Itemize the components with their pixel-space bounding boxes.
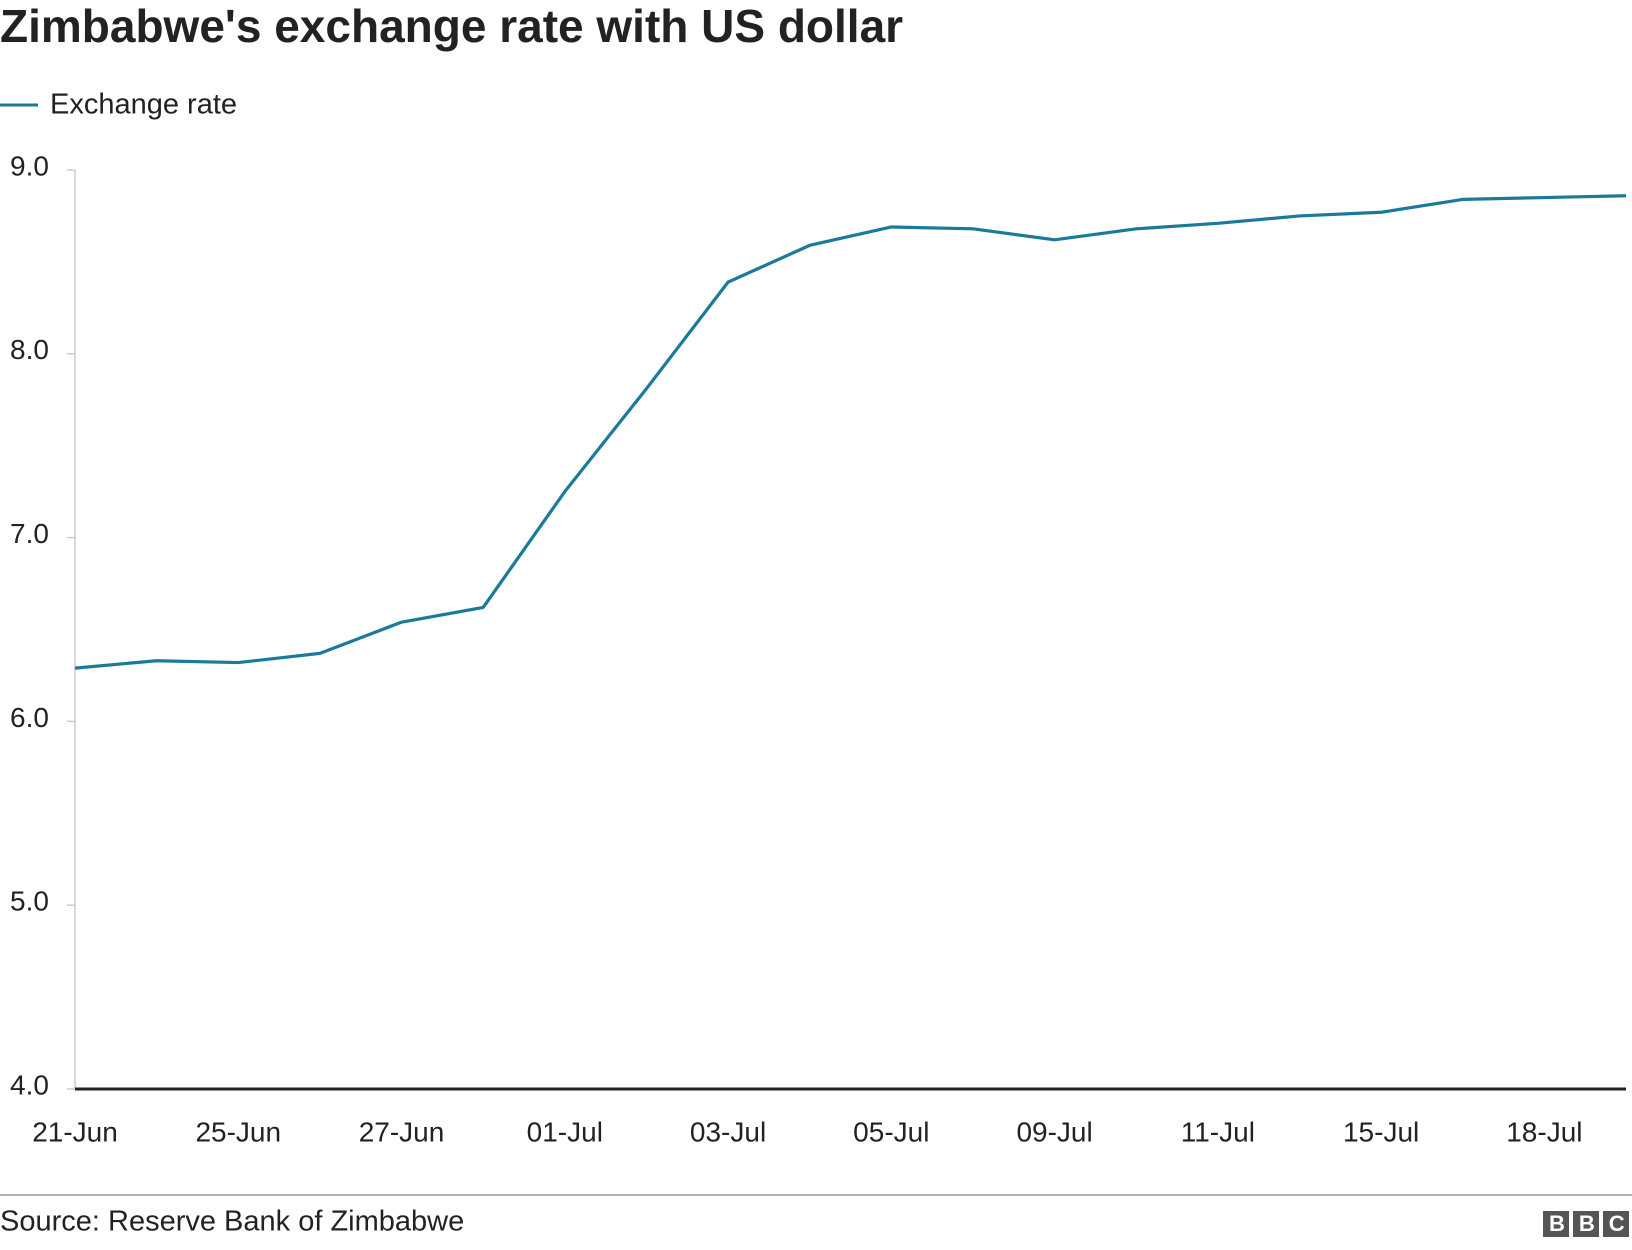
x-tick-label: 27-Jun <box>359 1116 445 1147</box>
source: Source: Reserve Bank of Zimbabwe <box>0 1206 464 1238</box>
brand-text: BBC <box>1549 1211 1632 1236</box>
x-tick-label: 01-Jul <box>527 1116 603 1147</box>
brand-logo: BBC <box>1543 1211 1632 1237</box>
x-tick-label: 11-Jul <box>1181 1116 1255 1147</box>
x-tick-label: 05-Jul <box>853 1116 929 1147</box>
logo-box <box>1543 1211 1569 1237</box>
y-tick-label: 9.0 <box>10 150 49 181</box>
x-tick-label: 25-Jun <box>195 1116 281 1147</box>
logo-box <box>1573 1211 1599 1237</box>
x-tick-label: 18-Jul <box>1506 1116 1582 1147</box>
chart-title: Zimbabwe's exchange rate with US dollar <box>0 0 903 52</box>
y-tick-label: 6.0 <box>10 702 49 733</box>
x-tick-label: 03-Jul <box>690 1116 766 1147</box>
logo-box <box>1603 1211 1629 1237</box>
x-tick-label: 15-Jul <box>1343 1116 1419 1147</box>
y-tick-label: 8.0 <box>10 334 49 365</box>
y-tick-label: 7.0 <box>10 518 49 549</box>
x-tick-label: 09-Jul <box>1016 1116 1092 1147</box>
x-tick-label: 21-Jun <box>32 1116 118 1147</box>
legend-label: Exchange rate <box>50 89 237 121</box>
y-tick-label: 5.0 <box>10 886 49 917</box>
y-tick-label: 4.0 <box>10 1069 49 1100</box>
data-line <box>74 194 1627 670</box>
